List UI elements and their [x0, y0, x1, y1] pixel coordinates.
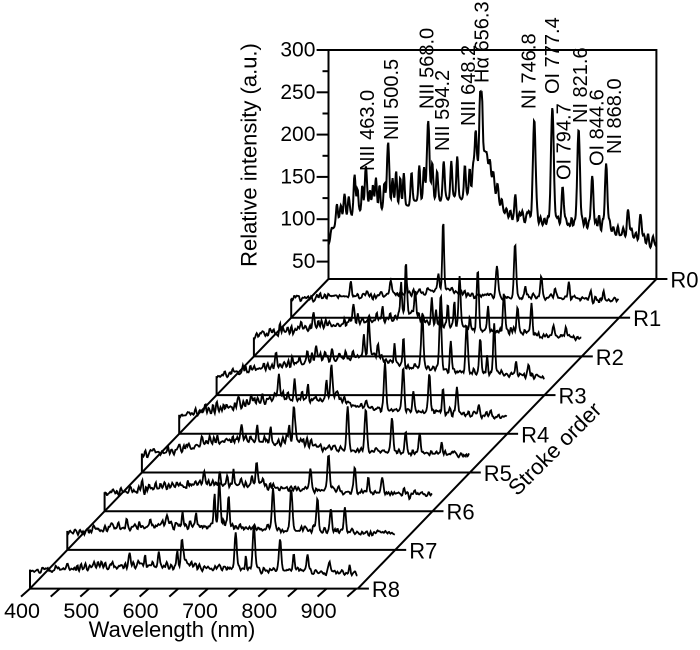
svg-text:NII 594.2: NII 594.2: [432, 70, 454, 151]
svg-text:NII 648.2: NII 648.2: [458, 45, 480, 126]
svg-text:OI 844.6: OI 844.6: [587, 89, 609, 166]
svg-text:700: 700: [182, 599, 218, 623]
svg-text:400: 400: [4, 599, 40, 623]
svg-text:R1: R1: [633, 306, 661, 331]
svg-text:NII 463.0: NII 463.0: [357, 90, 379, 171]
svg-text:100: 100: [280, 208, 315, 231]
svg-text:NI 868.0: NI 868.0: [604, 78, 626, 154]
svg-text:NI 746.8: NI 746.8: [519, 33, 541, 109]
svg-text:NI 821.6: NI 821.6: [570, 47, 592, 123]
svg-text:R5: R5: [484, 461, 512, 486]
svg-text:800: 800: [241, 599, 277, 623]
svg-text:Wavelength (nm): Wavelength (nm): [89, 617, 256, 642]
svg-text:R8: R8: [372, 577, 400, 602]
svg-text:R2: R2: [596, 345, 624, 370]
svg-text:NII 568.0: NII 568.0: [417, 28, 439, 109]
svg-text:250: 250: [280, 81, 315, 104]
svg-text:150: 150: [280, 165, 315, 188]
svg-text:500: 500: [63, 599, 99, 623]
svg-text:R6: R6: [447, 500, 475, 525]
svg-text:R3: R3: [559, 384, 587, 409]
svg-text:R7: R7: [409, 538, 437, 563]
svg-text:R4: R4: [521, 422, 549, 447]
svg-text:300: 300: [280, 39, 315, 62]
svg-text:Hα 656.3: Hα 656.3: [472, 1, 494, 83]
svg-text:R0: R0: [670, 268, 698, 293]
svg-text:200: 200: [280, 123, 315, 146]
svg-text:OI 794.7: OI 794.7: [554, 103, 576, 180]
svg-text:600: 600: [123, 599, 159, 623]
svg-text:900: 900: [301, 599, 337, 623]
svg-text:Relative intensity (a.u.): Relative intensity (a.u.): [237, 43, 262, 267]
svg-text:50: 50: [292, 250, 315, 273]
svg-text:NII 500.5: NII 500.5: [381, 59, 403, 140]
svg-text:OI 777.4: OI 777.4: [542, 17, 564, 94]
